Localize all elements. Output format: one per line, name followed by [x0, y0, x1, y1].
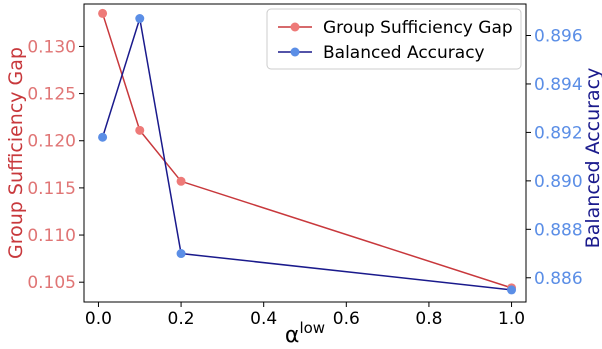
series-line	[101, 18, 512, 291]
left-tick-label: 0.130	[27, 37, 76, 57]
series-layer	[98, 8, 517, 295]
legend-label: Balanced Accuracy	[323, 43, 485, 63]
legend-label: Group Sufficiency Gap	[323, 18, 513, 38]
legend-entry-balanced-accuracy: Balanced Accuracy	[278, 43, 485, 63]
series-line	[101, 13, 512, 289]
left-axis-ticks: 0.105 0.110 0.115 0.120 0.125 0.130	[27, 37, 84, 293]
x-tick-label: 0.4	[250, 309, 277, 329]
legend-entry-group-sufficiency-gap: Group Sufficiency Gap	[278, 18, 513, 38]
x-tick-label: 1.0	[498, 309, 525, 329]
x-tick-label: 0.0	[85, 309, 112, 329]
right-tick-label: 0.886	[534, 269, 583, 289]
legend-swatch-marker	[290, 22, 300, 32]
legend-box	[266, 8, 522, 70]
plot-frame	[83, 3, 527, 303]
right-tick-label: 0.894	[534, 75, 583, 95]
x-axis-ticks: 0.0 0.2 0.4 0.6 0.8 1.0	[85, 302, 525, 329]
x-tick-label: 0.6	[333, 309, 360, 329]
left-axis-label: Group Sufficiency Gap	[5, 47, 27, 259]
right-tick-label: 0.896	[534, 26, 583, 46]
data-point	[98, 132, 108, 142]
right-axis-ticks: 0.886 0.888 0.890 0.892 0.894 0.896	[526, 26, 583, 289]
x-axis-label: αlow	[285, 319, 325, 348]
left-tick-label: 0.115	[27, 179, 76, 199]
left-tick-label: 0.105	[27, 273, 76, 293]
left-tick-label: 0.120	[27, 132, 76, 152]
right-tick-label: 0.890	[534, 172, 583, 192]
data-point	[176, 249, 186, 259]
x-tick-label: 0.2	[168, 309, 195, 329]
left-tick-label: 0.125	[27, 85, 76, 105]
legend: Group Sufficiency Gap Balanced Accuracy	[266, 8, 522, 70]
x-tick-label: 0.8	[415, 309, 442, 329]
data-point	[98, 8, 108, 18]
right-tick-label: 0.892	[534, 123, 583, 143]
data-point	[135, 125, 145, 135]
data-point	[176, 176, 186, 186]
data-point	[507, 285, 517, 295]
legend-swatch-marker	[290, 47, 300, 57]
data-point	[135, 14, 145, 24]
right-axis-label: Balanced Accuracy	[582, 68, 602, 249]
left-tick-label: 0.110	[27, 226, 76, 246]
right-tick-label: 0.888	[534, 220, 583, 240]
